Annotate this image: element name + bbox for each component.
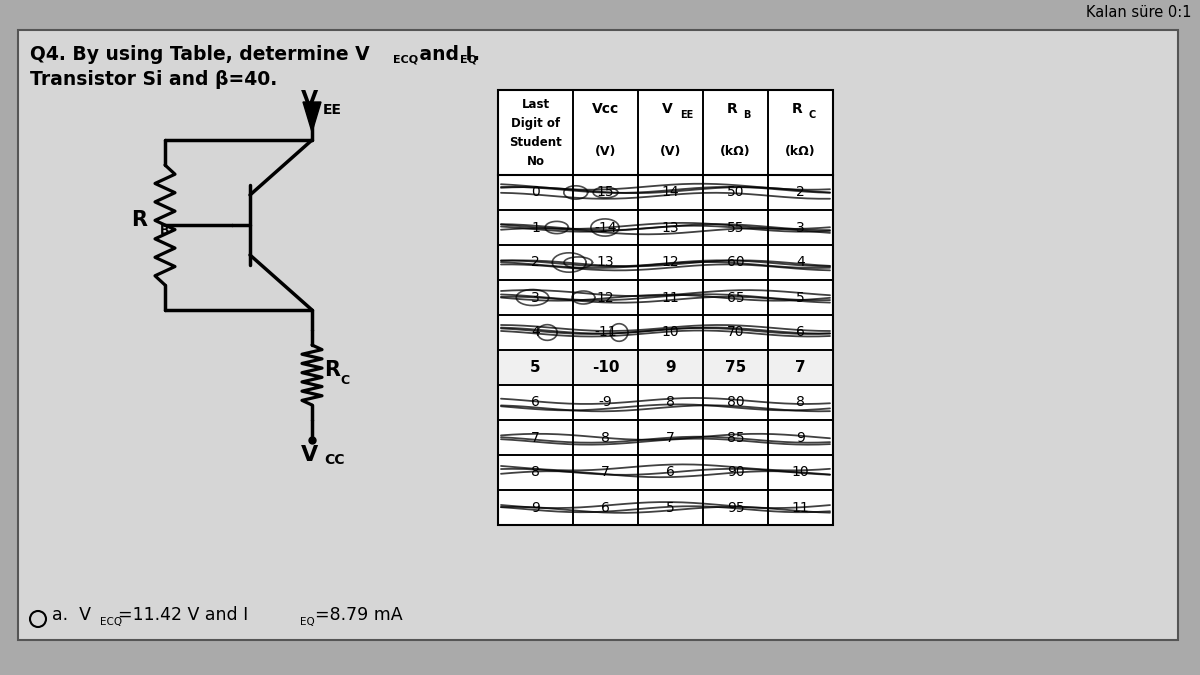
Text: 11: 11 [792, 500, 809, 514]
Text: .: . [472, 45, 479, 64]
Text: 9: 9 [665, 360, 676, 375]
Text: 7: 7 [666, 431, 674, 445]
Text: 90: 90 [727, 466, 744, 479]
Text: 12: 12 [661, 256, 679, 269]
Text: EQ: EQ [460, 54, 478, 64]
Bar [498, 90, 833, 525]
Text: 11: 11 [661, 290, 679, 304]
Text: 9: 9 [532, 500, 540, 514]
Text: 80: 80 [727, 396, 744, 410]
Text: 8: 8 [601, 431, 610, 445]
Text: 10: 10 [661, 325, 679, 340]
Bar [498, 350, 833, 385]
Text: 7: 7 [601, 466, 610, 479]
Text: V: V [301, 90, 319, 110]
Text: (V): (V) [660, 145, 682, 158]
Text: 10: 10 [792, 466, 809, 479]
Text: 55: 55 [727, 221, 744, 234]
Text: V: V [662, 102, 673, 116]
Text: 14: 14 [661, 186, 679, 200]
Text: 8: 8 [532, 466, 540, 479]
Text: 5: 5 [530, 360, 541, 375]
Text: R: R [792, 102, 803, 116]
Text: 9: 9 [796, 431, 805, 445]
Text: EQ: EQ [300, 617, 314, 627]
Text: a.  V: a. V [52, 606, 91, 624]
Text: Vcc: Vcc [592, 102, 619, 116]
Text: 65: 65 [727, 290, 744, 304]
Text: 5: 5 [666, 500, 674, 514]
Text: 15: 15 [596, 186, 614, 200]
Text: C: C [809, 110, 816, 120]
Text: 75: 75 [725, 360, 746, 375]
Text: B: B [744, 110, 751, 120]
Text: 8: 8 [666, 396, 674, 410]
Text: R: R [131, 210, 148, 230]
Text: EE: EE [680, 110, 694, 120]
Text: R: R [324, 360, 340, 380]
Text: 13: 13 [661, 221, 679, 234]
Text: (kΩ): (kΩ) [720, 145, 751, 158]
Text: Kalan süre 0:1: Kalan süre 0:1 [1086, 5, 1192, 20]
Text: 7: 7 [532, 431, 540, 445]
Text: EE: EE [323, 103, 342, 117]
Text: 70: 70 [727, 325, 744, 340]
Text: Q4. By using Table, determine V: Q4. By using Table, determine V [30, 45, 370, 64]
Text: 5: 5 [796, 290, 805, 304]
Text: Transistor Si and β=40.: Transistor Si and β=40. [30, 70, 277, 89]
Text: 6: 6 [532, 396, 540, 410]
Text: 4: 4 [532, 325, 540, 340]
Text: (V): (V) [595, 145, 616, 158]
Text: Digit of: Digit of [511, 117, 560, 130]
Text: B: B [160, 223, 169, 236]
Text: Last: Last [522, 98, 550, 111]
Text: =8.79 mA: =8.79 mA [314, 606, 403, 624]
Text: (kΩ): (kΩ) [785, 145, 816, 158]
Text: C: C [340, 373, 349, 387]
Text: 2: 2 [796, 186, 805, 200]
Text: 95: 95 [727, 500, 744, 514]
Text: =11.42 V and I: =11.42 V and I [118, 606, 248, 624]
Text: ECQ: ECQ [100, 617, 122, 627]
Text: Student: Student [509, 136, 562, 149]
Text: 50: 50 [727, 186, 744, 200]
Text: 8: 8 [796, 396, 805, 410]
Text: 1: 1 [532, 221, 540, 234]
Text: -11: -11 [594, 325, 617, 340]
Text: 6: 6 [796, 325, 805, 340]
Text: ECQ: ECQ [394, 54, 418, 64]
Text: CC: CC [324, 453, 344, 467]
Text: and I: and I [413, 45, 473, 64]
Polygon shape [302, 102, 322, 132]
Text: No: No [527, 155, 545, 168]
Text: -10: -10 [592, 360, 619, 375]
Text: 12: 12 [596, 290, 614, 304]
Text: 4: 4 [796, 256, 805, 269]
Text: V: V [301, 445, 319, 465]
Text: 0: 0 [532, 186, 540, 200]
Text: 3: 3 [796, 221, 805, 234]
Text: -9: -9 [599, 396, 612, 410]
Text: 6: 6 [601, 500, 610, 514]
Text: 60: 60 [727, 256, 744, 269]
Text: R: R [727, 102, 738, 116]
Text: 3: 3 [532, 290, 540, 304]
Text: 13: 13 [596, 256, 614, 269]
Text: 2: 2 [532, 256, 540, 269]
Text: 85: 85 [727, 431, 744, 445]
Text: 6: 6 [666, 466, 674, 479]
Text: 7: 7 [796, 360, 806, 375]
Text: -14: -14 [594, 221, 617, 234]
